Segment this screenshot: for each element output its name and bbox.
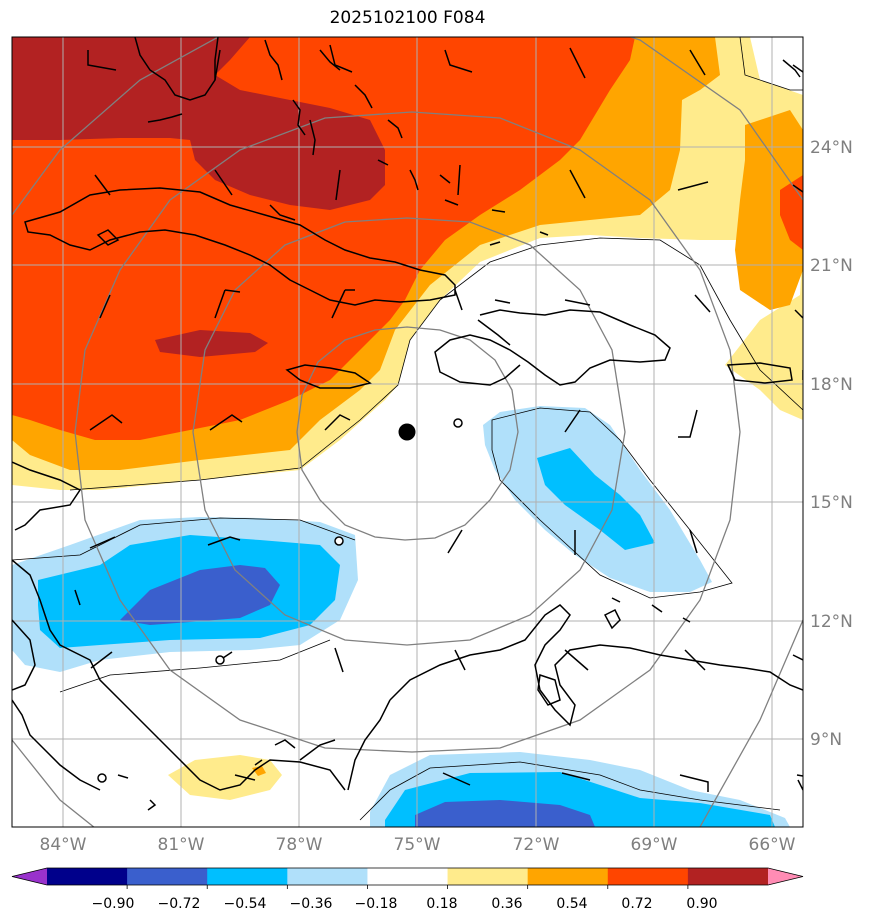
small-circle-marker (97, 773, 107, 783)
colorbar-segment (207, 868, 288, 885)
storm-center-marker (398, 423, 416, 441)
lon-label: 66°W (749, 835, 796, 855)
colorbar-segment (127, 868, 208, 885)
lat-label: 15°N (810, 493, 853, 513)
colorbar-segment (527, 868, 609, 885)
lon-label: 78°W (276, 835, 323, 855)
colorbar-tick-label: 0.36 (491, 896, 522, 912)
lon-label: 84°W (40, 835, 87, 855)
lat-label: 12°N (810, 612, 853, 632)
lon-label: 75°W (394, 835, 441, 855)
lat-label: 9°N (810, 730, 842, 750)
colorbar-tick-label: 0.90 (686, 896, 717, 912)
wind-barbs (74, 44, 803, 792)
colorbar-tick-label: 0.18 (426, 896, 457, 912)
latitude-labels: 24°N 21°N 18°N 15°N 12°N 9°N (810, 138, 853, 750)
colorbar-segment (287, 868, 368, 885)
coastlines (12, 37, 803, 811)
graticule (12, 37, 803, 827)
small-circle-marker (215, 655, 225, 665)
map-frame (11, 36, 804, 828)
lat-label: 18°N (810, 375, 853, 395)
colorbar-tick-label: 0.72 (621, 896, 652, 912)
colorbar-segment (367, 868, 449, 885)
colorbar-outline (11, 867, 804, 886)
colorbar (11, 867, 804, 889)
colorbar-tick-label: 0.54 (556, 896, 587, 912)
contour-lines (12, 37, 803, 821)
lon-label: 72°W (513, 835, 560, 855)
lon-label: 81°W (158, 835, 205, 855)
colorbar-tick-labels: −0.90 −0.72 −0.54 −0.36 −0.18 0.18 0.36 … (92, 896, 718, 912)
colorbar-tick-label: −0.90 (92, 896, 135, 912)
colorbar-tick-label: −0.72 (158, 896, 201, 912)
colorbar-extend-low (12, 868, 47, 885)
colorbar-segment (687, 868, 769, 885)
colorbar-tick-label: −0.18 (355, 896, 398, 912)
lat-label: 21°N (810, 256, 853, 276)
colorbar-tick-label: −0.54 (224, 896, 267, 912)
small-circle-marker (453, 418, 463, 428)
lon-label: 69°W (631, 835, 678, 855)
map-title: 2025102100 F084 (329, 8, 486, 28)
lat-label: 24°N (810, 138, 853, 158)
colorbar-extend-high (768, 868, 803, 885)
longitude-labels: 84°W 81°W 78°W 75°W 72°W 69°W 66°W (40, 835, 796, 855)
colorbar-segment (607, 868, 689, 885)
colorbar-segment (447, 868, 529, 885)
colorbar-segment (47, 868, 128, 885)
negative-anomaly-fill (12, 406, 790, 827)
small-circle-marker (334, 536, 344, 546)
range-rings (12, 37, 803, 827)
colorbar-tick-label: −0.36 (290, 896, 333, 912)
